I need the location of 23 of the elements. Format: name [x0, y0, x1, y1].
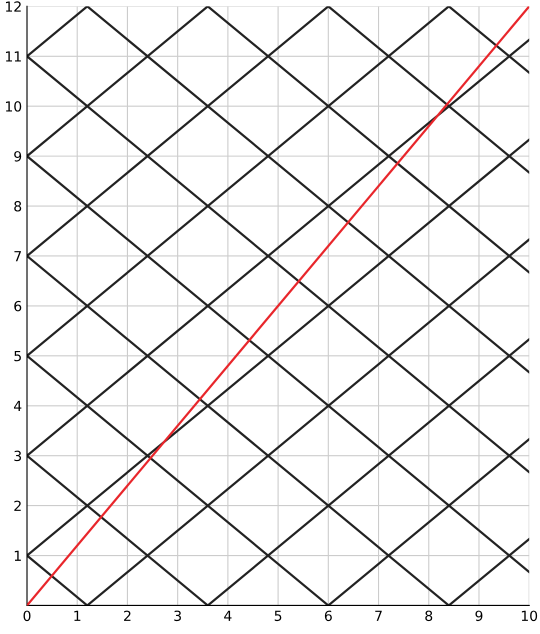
x-tick-label: 10	[522, 610, 538, 622]
y-tick-label: 12	[6, 1, 21, 12]
y-tick-label: 9	[14, 151, 22, 162]
y-tick-label: 6	[14, 300, 22, 312]
x-tick-label: 1	[74, 610, 80, 621]
x-tick-label: 6	[324, 610, 332, 622]
y-tick-label: 5	[14, 350, 21, 362]
x-tick-label: 9	[475, 610, 482, 622]
y-tick-label: 10	[6, 101, 22, 112]
y-tick-label: 2	[14, 500, 21, 511]
x-tick-label: 5	[274, 610, 282, 622]
y-tick-label: 8	[14, 201, 22, 212]
y-tick-label: 11	[6, 51, 21, 62]
x-tick-label: 8	[425, 610, 432, 622]
x-tick-label: 7	[375, 610, 382, 621]
y-tick-label: 7	[14, 251, 21, 262]
x-tick-label: 4	[224, 610, 232, 621]
x-tick-label: 2	[124, 610, 130, 621]
y-tick-label: 4	[14, 400, 22, 412]
x-tick-label: 0	[23, 610, 30, 622]
y-tick-label: 1	[14, 550, 21, 561]
x-tick-label: 3	[174, 610, 181, 622]
y-tick-label: 3	[14, 450, 22, 462]
